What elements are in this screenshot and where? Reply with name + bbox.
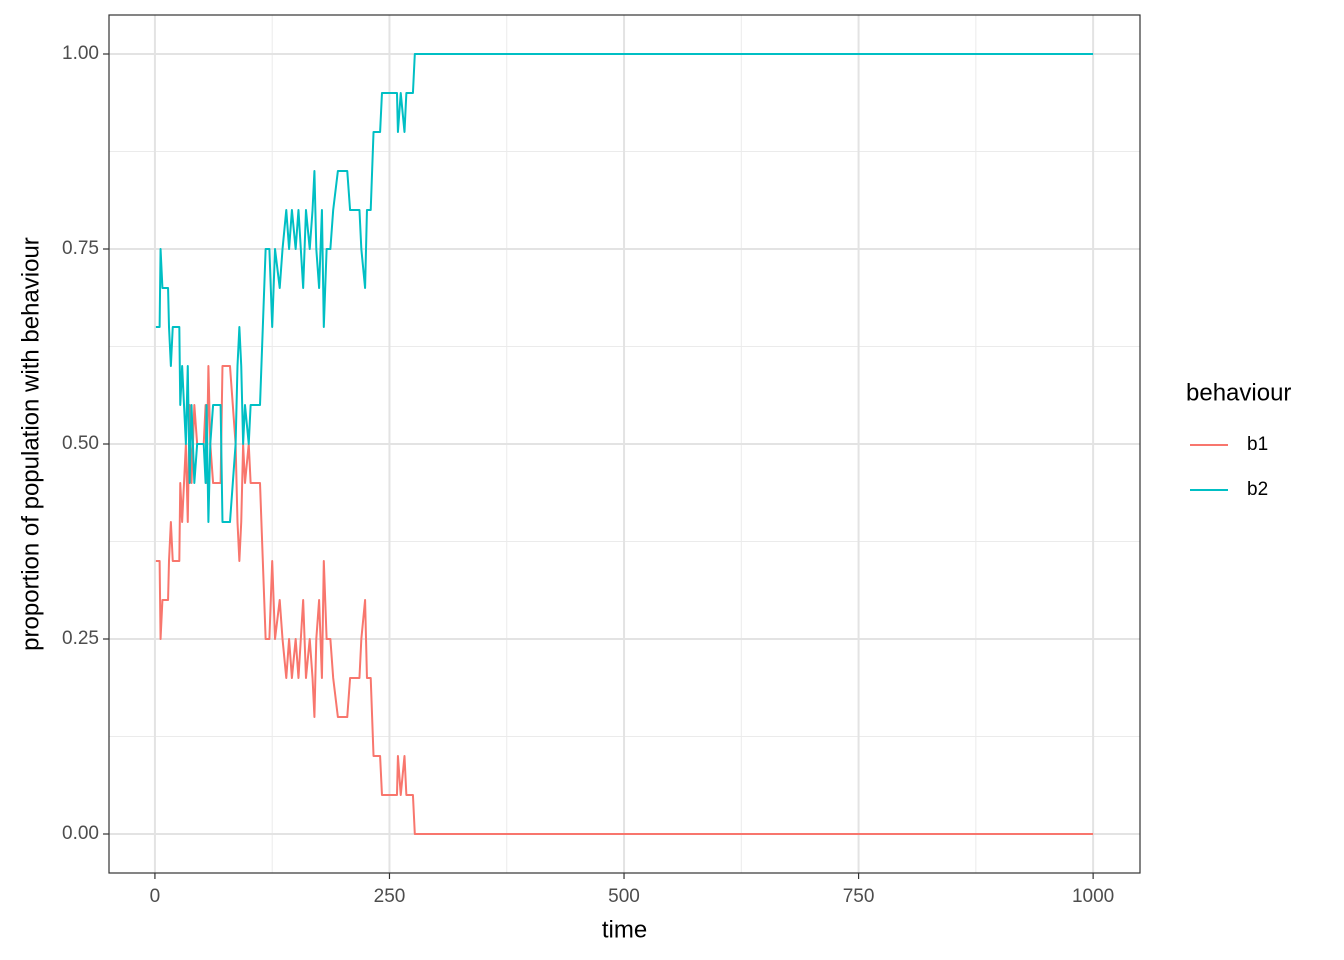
- y-tick-label: 1.00: [62, 43, 99, 64]
- legend-title: behaviour: [1186, 379, 1291, 406]
- series-line: [155, 53, 1094, 523]
- plot-lines: [155, 53, 1094, 835]
- axes: 0 250 500 750 1000 0.00 0.25 0.50 0.75 1.00: [62, 43, 1114, 907]
- series-line: [155, 365, 1094, 835]
- y-tick-label: 0.25: [62, 628, 99, 649]
- x-axis-title: time: [602, 916, 647, 943]
- x-tick-label: 250: [374, 886, 406, 907]
- legend-label: b1: [1247, 434, 1268, 455]
- x-tick-label: 1000: [1072, 886, 1114, 907]
- y-tick-label: 0.50: [62, 433, 99, 454]
- y-tick-label: 0.75: [62, 238, 99, 259]
- x-tick-label: 750: [843, 886, 875, 907]
- x-tick-label: 500: [608, 886, 640, 907]
- y-axis-title: proportion of population with behaviour: [17, 237, 44, 651]
- legend-label: b2: [1247, 479, 1268, 500]
- y-tick-label: 0.00: [62, 823, 99, 844]
- x-tick-label: 0: [150, 886, 161, 907]
- legend: b1 b2: [1190, 434, 1268, 500]
